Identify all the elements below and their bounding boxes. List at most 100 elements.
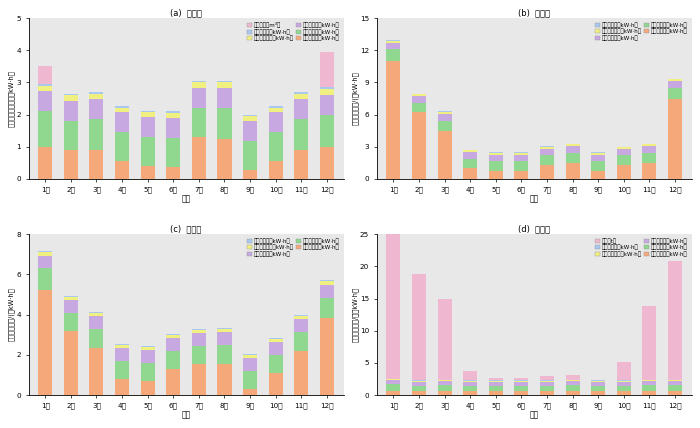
Bar xyxy=(38,256,52,268)
Bar xyxy=(218,108,232,139)
Bar xyxy=(294,99,308,119)
Bar xyxy=(566,380,580,381)
Bar xyxy=(668,380,682,381)
Bar xyxy=(269,107,283,113)
Bar xyxy=(412,96,426,103)
Bar xyxy=(463,382,477,386)
Bar xyxy=(294,92,308,94)
Bar xyxy=(218,364,232,395)
Bar xyxy=(386,392,400,395)
Bar xyxy=(38,268,52,291)
Bar xyxy=(489,381,503,382)
Bar xyxy=(540,149,554,155)
Bar xyxy=(386,234,400,379)
Bar xyxy=(115,361,129,379)
Bar xyxy=(540,147,554,149)
Bar xyxy=(668,385,682,392)
Bar xyxy=(386,380,400,384)
Bar xyxy=(514,382,528,386)
Bar xyxy=(617,363,631,380)
Bar xyxy=(192,88,206,108)
Bar xyxy=(412,103,426,113)
Bar xyxy=(166,111,181,113)
Bar xyxy=(320,297,334,318)
Bar xyxy=(566,144,580,146)
Bar xyxy=(218,328,232,329)
Bar xyxy=(438,380,452,381)
Title: (a)  方案一: (a) 方案一 xyxy=(170,8,202,17)
Bar xyxy=(294,94,308,99)
Bar xyxy=(438,300,452,380)
Bar xyxy=(592,152,606,153)
Bar xyxy=(438,385,452,392)
Bar xyxy=(38,84,52,86)
Bar xyxy=(320,89,334,95)
Bar xyxy=(412,380,426,382)
Bar xyxy=(540,380,554,382)
Bar xyxy=(386,40,400,41)
Bar xyxy=(489,171,503,179)
Bar xyxy=(166,113,181,118)
Bar xyxy=(489,153,503,155)
Bar xyxy=(166,138,181,167)
Bar xyxy=(243,389,257,395)
Bar xyxy=(38,147,52,179)
Bar xyxy=(192,83,206,88)
Bar xyxy=(617,147,631,149)
Bar xyxy=(269,106,283,107)
Bar xyxy=(166,369,181,395)
Bar xyxy=(269,339,283,342)
Bar xyxy=(64,295,78,297)
Bar xyxy=(643,153,657,163)
Bar xyxy=(386,41,400,42)
Bar xyxy=(38,66,52,84)
Bar xyxy=(540,155,554,165)
Bar xyxy=(192,346,206,364)
Bar xyxy=(90,99,104,119)
Bar xyxy=(38,92,52,111)
Bar xyxy=(269,132,283,161)
Bar xyxy=(115,113,129,132)
Bar xyxy=(192,108,206,137)
Bar xyxy=(141,346,155,348)
Bar xyxy=(64,94,78,95)
Bar xyxy=(617,386,631,392)
Bar xyxy=(243,355,257,358)
Bar xyxy=(617,146,631,147)
X-axis label: 月份: 月份 xyxy=(181,411,190,420)
Bar xyxy=(489,386,503,392)
Bar xyxy=(38,251,52,252)
Bar xyxy=(141,166,155,179)
Bar xyxy=(320,285,334,297)
Bar xyxy=(38,252,52,256)
Bar xyxy=(412,382,426,386)
Bar xyxy=(294,315,308,319)
Bar xyxy=(141,351,155,363)
Bar xyxy=(592,171,606,179)
Bar xyxy=(566,153,580,163)
Bar xyxy=(115,348,129,361)
Bar xyxy=(64,150,78,179)
Bar xyxy=(668,381,682,385)
Bar xyxy=(668,88,682,98)
Bar xyxy=(166,118,181,138)
Bar xyxy=(64,312,78,331)
Bar xyxy=(489,155,503,161)
Bar xyxy=(243,141,257,170)
Bar xyxy=(166,167,181,179)
Bar xyxy=(566,385,580,392)
Bar xyxy=(243,371,257,389)
Bar xyxy=(294,119,308,150)
Bar xyxy=(218,88,232,108)
Bar xyxy=(192,364,206,395)
Bar xyxy=(412,94,426,96)
Bar xyxy=(269,355,283,373)
Bar xyxy=(141,117,155,137)
X-axis label: 月份: 月份 xyxy=(181,195,190,204)
Bar xyxy=(463,371,477,380)
Bar xyxy=(38,86,52,92)
Y-axis label: 建筑逐月能耗/（万kW·h）: 建筑逐月能耗/（万kW·h） xyxy=(352,287,358,342)
Bar xyxy=(243,354,257,355)
Bar xyxy=(90,312,104,316)
Bar xyxy=(115,106,129,107)
